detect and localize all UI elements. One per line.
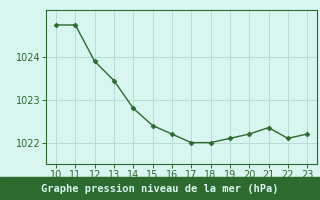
- Text: Graphe pression niveau de la mer (hPa): Graphe pression niveau de la mer (hPa): [41, 183, 279, 194]
